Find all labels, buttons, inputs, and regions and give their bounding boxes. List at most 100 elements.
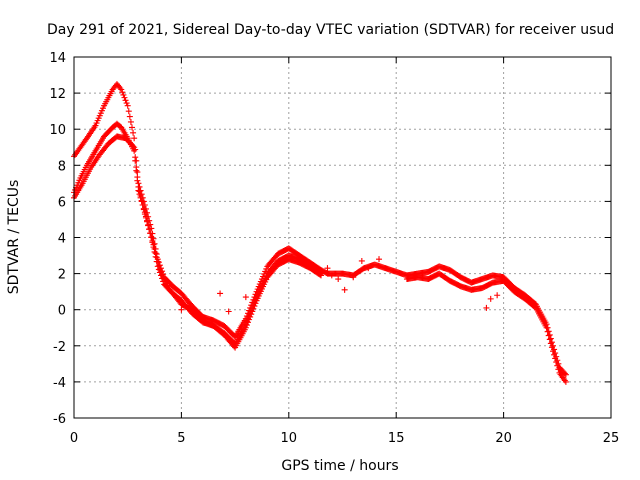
band-2-point (519, 294, 526, 301)
band-3-point (315, 270, 322, 277)
y-tick-labels: -6 -4 -2 0 2 4 6 8 10 12 14 (49, 51, 66, 427)
band-1-point (130, 129, 137, 136)
band-3-point (151, 245, 158, 252)
y-tick-label: -2 (53, 340, 66, 355)
band-3-point (137, 192, 144, 199)
band-1-point (322, 269, 329, 276)
band-3-point (197, 315, 204, 322)
band-1-point (126, 113, 133, 120)
band-2-point (555, 366, 562, 373)
x-tick-label: 0 (70, 431, 78, 446)
y-axis-label: SDTVAR / TECUs (6, 180, 22, 295)
scattered-points-point (494, 292, 501, 299)
band-3-point (247, 313, 254, 320)
band-3-point (87, 166, 94, 173)
scattered-points-point (365, 265, 372, 272)
scattered-points-point (178, 306, 185, 313)
band-3-point (249, 308, 256, 315)
y-tick-label: 6 (58, 195, 66, 210)
band-1-point (127, 118, 134, 125)
band-1-point (176, 288, 183, 295)
band-3-point (149, 237, 156, 244)
band-3-point (148, 234, 155, 241)
y-tick-label: -4 (53, 376, 66, 391)
band-3-point (147, 230, 154, 237)
band-3-point (243, 322, 250, 329)
band-3-point (263, 276, 270, 283)
x-tick-label: 25 (603, 431, 620, 446)
y-tick-label: 8 (58, 159, 66, 174)
y-tick-label: 4 (58, 232, 66, 247)
band-2-point (107, 126, 114, 133)
band-3-point (134, 174, 141, 181)
x-tick-label: 20 (495, 431, 512, 446)
band-2-point (551, 351, 558, 358)
band-3-point (136, 188, 143, 195)
band-3-point (139, 202, 146, 209)
band-3-point (250, 305, 257, 312)
band-3-point (146, 226, 153, 233)
scattered-points-point (225, 308, 232, 315)
x-tick-label: 5 (177, 431, 185, 446)
band-1-point (125, 108, 132, 115)
band-3-point (132, 154, 139, 161)
band-1-point (120, 91, 127, 98)
band-3-point (145, 222, 152, 229)
band-3-point (130, 143, 137, 150)
y-tick-label: 14 (49, 51, 66, 66)
band-3-point (219, 330, 226, 337)
band-2-point (546, 336, 553, 343)
band-3-point (150, 241, 157, 248)
y-tick-label: 12 (49, 87, 66, 102)
scattered-points-point (328, 272, 335, 279)
band-3-point (138, 197, 145, 204)
band-3-point (154, 258, 161, 265)
band-3-point (248, 311, 255, 318)
band-3-point (272, 264, 279, 271)
scattered-points-point (335, 276, 342, 283)
y-tick-label: 2 (58, 268, 66, 283)
band-2-point (545, 332, 552, 339)
band-3-point (128, 141, 135, 148)
band-3-point (152, 250, 159, 257)
band-3-point (153, 254, 160, 261)
band-1-point (99, 105, 106, 112)
scattered-points-point (341, 286, 348, 293)
scattered-points-point (324, 265, 331, 272)
band-2-point (548, 344, 555, 351)
band-1-point (116, 83, 123, 90)
band-1-point (263, 265, 270, 272)
x-tick-labels: 0 5 10 15 20 25 (70, 431, 619, 446)
band-2-point (553, 359, 560, 366)
band-3-point (252, 300, 259, 307)
band-3-point (78, 182, 85, 189)
scattered-points-point (358, 257, 365, 264)
band-1-point (186, 300, 193, 307)
x-axis-label: GPS time / hours (281, 458, 398, 474)
band-3-point (135, 183, 142, 190)
band-2-point (554, 362, 561, 369)
scattered-points-point (376, 256, 383, 263)
band-3-point (246, 316, 253, 323)
band-3-point (103, 143, 110, 150)
band-3-point (111, 135, 118, 142)
scattered-points-point (483, 304, 490, 311)
band-2-point (547, 340, 554, 347)
y-tick-label: 10 (49, 123, 66, 138)
band-2-point (82, 164, 89, 171)
band-2-point (544, 328, 551, 335)
band-2-point (542, 322, 549, 329)
band-1-point (560, 369, 567, 376)
scattered-points-point (184, 304, 191, 311)
band-2-point (550, 348, 557, 355)
band-1-point (124, 102, 131, 109)
band-1-point (82, 136, 89, 143)
scattered-points-point (242, 294, 249, 301)
band-2-point (552, 355, 559, 362)
band-1-point (122, 97, 129, 104)
data-points (71, 81, 569, 385)
band-1-point (455, 272, 462, 279)
band-1-point (121, 94, 128, 101)
